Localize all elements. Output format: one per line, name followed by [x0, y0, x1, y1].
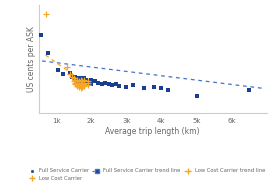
Point — [39, 33, 43, 36]
Point — [77, 82, 81, 85]
Point — [84, 79, 88, 82]
Point — [73, 83, 78, 86]
Point — [46, 52, 51, 55]
Point — [152, 86, 156, 89]
Point — [78, 76, 83, 79]
Point — [106, 83, 111, 86]
Point — [80, 82, 85, 85]
Point — [70, 75, 74, 78]
Point — [78, 82, 83, 85]
Point — [103, 81, 108, 84]
Point — [75, 77, 79, 80]
Point — [75, 85, 79, 87]
Point — [75, 83, 79, 86]
Point — [86, 84, 90, 87]
Point — [80, 86, 85, 89]
Point — [247, 89, 251, 92]
Point — [72, 77, 76, 80]
Point — [82, 80, 86, 83]
Point — [61, 73, 65, 76]
Point — [64, 65, 69, 68]
Point — [68, 71, 72, 74]
Point — [73, 79, 78, 82]
Point — [82, 77, 86, 80]
Point — [75, 81, 79, 84]
Point — [78, 79, 83, 82]
Point — [82, 79, 86, 82]
Point — [110, 84, 114, 87]
Point — [73, 75, 78, 78]
Point — [92, 80, 97, 83]
Point — [82, 82, 86, 85]
Point — [166, 89, 170, 92]
Point — [194, 94, 199, 97]
Point — [77, 84, 81, 87]
Point — [68, 73, 72, 76]
Point — [82, 85, 86, 87]
Point — [82, 81, 86, 84]
Point — [70, 75, 74, 78]
Point — [73, 81, 78, 84]
Point — [117, 85, 122, 87]
Point — [72, 80, 76, 83]
Point — [78, 85, 83, 87]
Point — [159, 87, 164, 90]
Point — [86, 80, 90, 83]
Point — [73, 78, 78, 81]
Point — [78, 83, 83, 86]
Point — [86, 82, 90, 85]
Point — [100, 83, 104, 86]
Point — [86, 82, 90, 85]
Point — [124, 86, 128, 89]
Point — [131, 84, 136, 87]
Point — [56, 68, 60, 71]
Point — [78, 87, 83, 90]
Point — [75, 80, 79, 83]
Point — [77, 78, 81, 81]
Point — [75, 79, 79, 82]
Point — [80, 79, 85, 82]
Point — [114, 83, 118, 86]
Point — [77, 86, 81, 89]
Y-axis label: US cents per ASK: US cents per ASK — [27, 27, 36, 92]
Point — [86, 80, 90, 83]
Point — [80, 84, 85, 87]
X-axis label: Average trip length (km): Average trip length (km) — [105, 127, 200, 136]
Point — [82, 83, 86, 86]
Point — [78, 80, 83, 83]
Point — [77, 80, 81, 83]
Point — [80, 80, 85, 83]
Point — [89, 83, 94, 86]
Point — [89, 81, 94, 84]
Point — [72, 77, 76, 80]
Legend: Full Service Carrier, Low Cost Carrier, Full Service Carrier trend line, Low Cos: Full Service Carrier, Low Cost Carrier, … — [28, 168, 265, 181]
Point — [89, 78, 94, 81]
Point — [44, 13, 48, 16]
Point — [80, 81, 85, 84]
Point — [78, 81, 83, 84]
Point — [96, 81, 100, 84]
Point — [142, 87, 146, 90]
